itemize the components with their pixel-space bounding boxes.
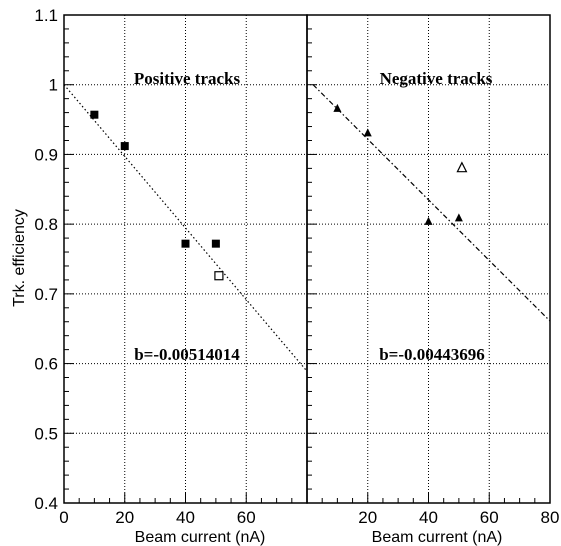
frame-layer — [63, 14, 551, 504]
panel-left-title: Positive tracks — [134, 69, 241, 88]
panel-right-frame — [306, 14, 551, 504]
panel-left-point-0-3 — [211, 239, 220, 248]
panel-left-fit-line — [63, 84, 308, 372]
y-tick-label-4: 0.8 — [34, 215, 58, 234]
panel-left-point-0-0 — [90, 110, 99, 119]
panel-right-point-0-2 — [424, 216, 433, 225]
y-tick-label-7: 1.1 — [34, 6, 58, 25]
panel-right-x-tick-label-1: 40 — [419, 508, 438, 527]
panel-left-x-axis-label: Beam current (nA) — [135, 529, 266, 546]
grid-layer — [64, 15, 550, 503]
label-layer: 0.4 0.5 0.6 0.7 0.8 0.9 1 1.1 0 20 40 60 20 40 60 80 — [34, 6, 559, 527]
y-tick-label-2: 0.6 — [34, 355, 58, 374]
panel-left-point-0-2 — [181, 239, 190, 248]
y-tick-label-3: 0.7 — [34, 285, 58, 304]
panel-right-point-0-0 — [333, 103, 342, 112]
y-tick-label-0: 0.4 — [34, 494, 58, 513]
panel-right-point-1-0 — [456, 161, 468, 173]
panel-left-x-tick-label-0: 0 — [59, 508, 68, 527]
panel-left-x-tick-label-1: 20 — [115, 508, 134, 527]
panel-right-point-0-1 — [363, 128, 372, 137]
y-tick-label-6: 1 — [49, 76, 58, 95]
fit-layer — [63, 84, 551, 372]
y-axis-label: Trk. efficiency — [11, 209, 28, 307]
panel-right-slope-annotation: b=-0.00443696 — [379, 345, 485, 364]
y-tick-label-5: 0.9 — [34, 145, 58, 164]
marker-layer — [90, 103, 468, 281]
panel-right-x-tick-label-3: 80 — [541, 508, 560, 527]
panel-left-x-tick-label-3: 60 — [237, 508, 256, 527]
panel-right-point-0-3 — [454, 213, 463, 222]
panel-left-x-tick-label-2: 40 — [176, 508, 195, 527]
panel-right-x-tick-label-0: 20 — [358, 508, 377, 527]
y-tick-label-1: 0.5 — [34, 424, 58, 443]
panel-left-point-0-1 — [120, 142, 129, 151]
panel-left-slope-annotation: b=-0.00514014 — [134, 345, 240, 364]
panel-right-title: Negative tracks — [380, 69, 493, 88]
panel-right-x-tick-label-2: 60 — [480, 508, 499, 527]
panel-right-fit-line — [312, 84, 551, 322]
panel-left-point-1-0 — [214, 271, 224, 281]
panel-right-x-axis-label: Beam current (nA) — [372, 529, 503, 546]
